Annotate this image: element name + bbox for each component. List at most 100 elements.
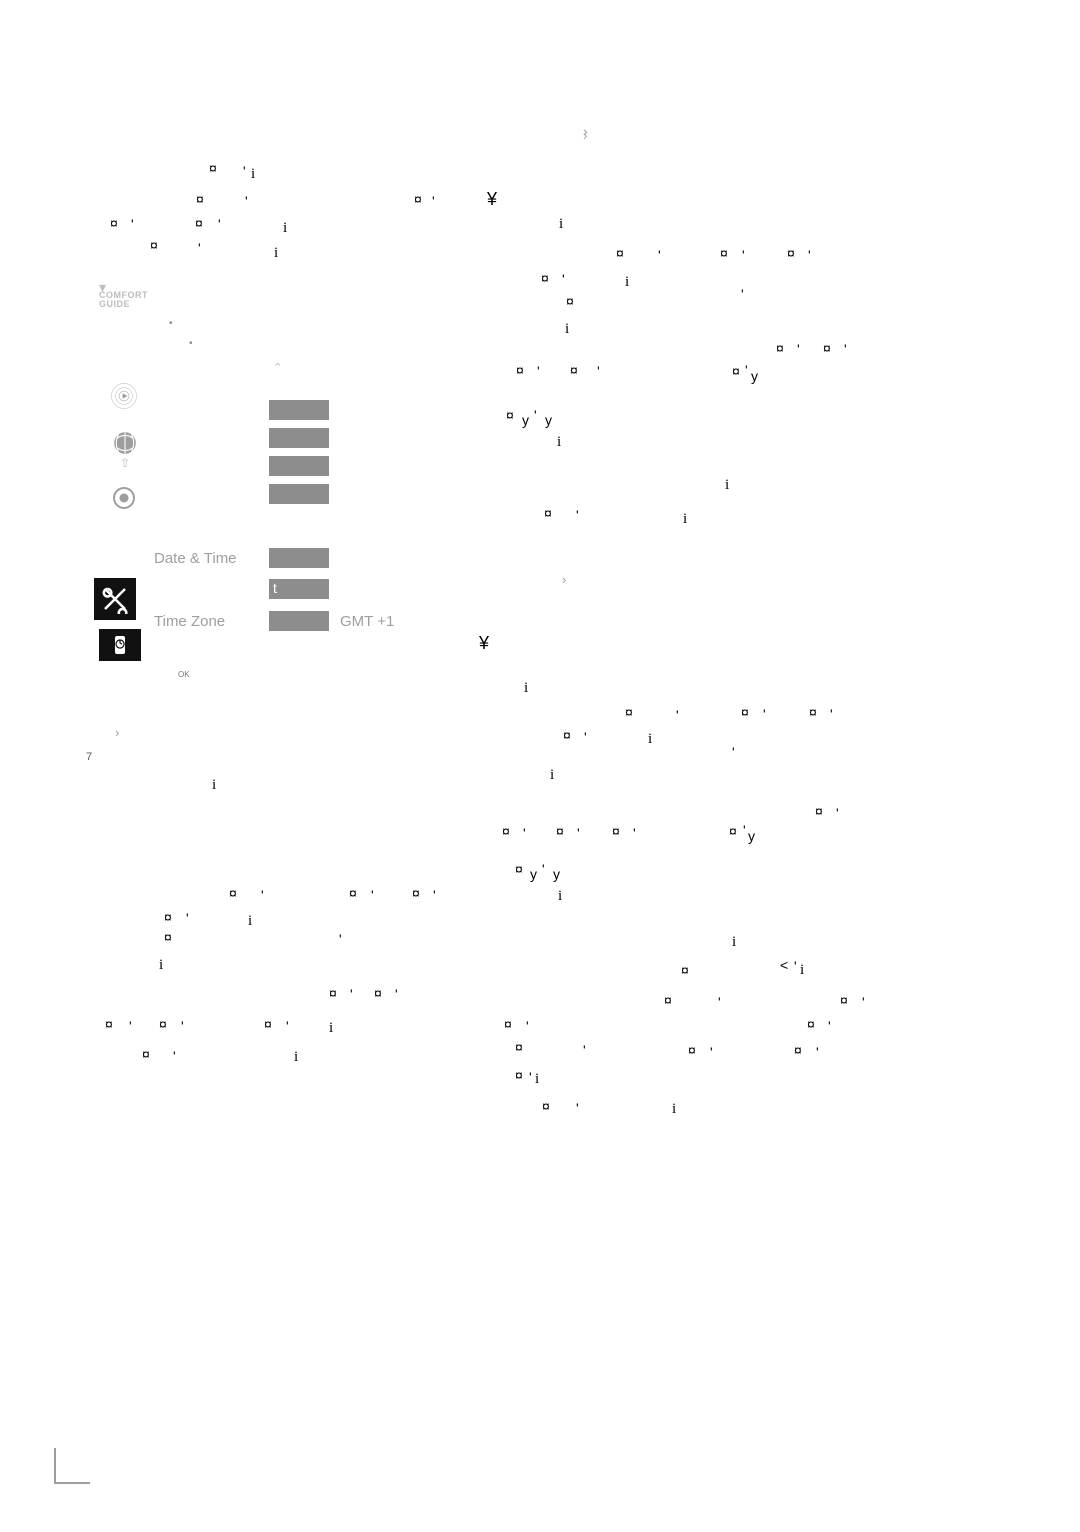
- mark-currency: ¤: [229, 885, 237, 901]
- mark-currency: ¤: [809, 704, 817, 720]
- mark-i_mark: i: [294, 1049, 298, 1066]
- mark-currency: ¤: [516, 362, 524, 378]
- mark-i_mark: i: [159, 957, 163, 974]
- mark-currency: ¤: [616, 245, 624, 261]
- mark-currency: ¤: [196, 191, 204, 207]
- mark-currency: ¤: [329, 985, 337, 1001]
- mark-currency: ¤: [563, 727, 571, 743]
- mark-tick: ': [844, 341, 847, 357]
- mark-tick: ': [763, 706, 766, 722]
- mark-currency: ¤: [625, 704, 633, 720]
- mark-i_mark: i: [800, 962, 804, 979]
- mark-currency: ¤: [566, 293, 574, 309]
- mark-arrow: ›: [115, 725, 119, 740]
- mark-tick: ': [718, 994, 721, 1010]
- mark-tick: ': [743, 822, 746, 838]
- mark-currency: ¤: [787, 245, 795, 261]
- mark-currency: ¤: [776, 340, 784, 356]
- mark-tick: ': [529, 1069, 532, 1085]
- mark-currency: ¤: [515, 1039, 523, 1055]
- time-zone-label: Time Zone: [154, 613, 225, 630]
- mark-currency: ¤: [542, 1098, 550, 1114]
- mark-i_mark: i: [565, 321, 569, 338]
- mark-currency: ¤: [374, 985, 382, 1001]
- mark-tick: ': [836, 805, 839, 821]
- mark-currency: ¤: [105, 1016, 113, 1032]
- mark-currency: ¤: [720, 245, 728, 261]
- mark-currency: ¤: [544, 505, 552, 521]
- mark-tick: ': [828, 1018, 831, 1034]
- mark-currency: ¤: [741, 704, 749, 720]
- mark-currency: ¤: [823, 340, 831, 356]
- mark-currency: ¤: [159, 1016, 167, 1032]
- mark-tick: ': [577, 825, 580, 841]
- mark-currency: ¤: [807, 1016, 815, 1032]
- mark-i_mark: i: [648, 731, 652, 748]
- mark-tick: ': [794, 958, 797, 974]
- mark-currency: ¤: [414, 191, 422, 207]
- mark-currency: ¤: [264, 1016, 272, 1032]
- mark-currency: ¤: [815, 803, 823, 819]
- comfort-label-line2: GUIDE: [99, 300, 148, 309]
- mark-tick: ': [526, 1018, 529, 1034]
- mark-tick: ': [523, 825, 526, 841]
- mark-tick: ': [286, 1018, 289, 1034]
- mark-currency: ¤: [612, 823, 620, 839]
- mark-i_mark: i: [558, 888, 562, 905]
- mark-tick: ': [181, 1018, 184, 1034]
- mark-y: y: [748, 828, 755, 844]
- mark-tick: ': [597, 363, 600, 379]
- gray-bar-stack: [269, 400, 329, 512]
- ok-glyph: OK: [178, 670, 190, 679]
- recovery-icon: [99, 629, 141, 661]
- mark-tick: ': [658, 247, 661, 263]
- gray-bar-2: [269, 428, 329, 448]
- mark-tick: ': [830, 706, 833, 722]
- mark-i_mark: i: [329, 1020, 333, 1037]
- mark-tick: ': [186, 910, 189, 926]
- mark-tick: ': [534, 407, 537, 423]
- mark-tick: ': [218, 216, 221, 232]
- mark-tick: ': [371, 887, 374, 903]
- mark-currency: ¤: [688, 1042, 696, 1058]
- mark-tick: ': [583, 1042, 586, 1058]
- mark-tick: ': [732, 744, 735, 760]
- mark-tick: ': [173, 1048, 176, 1064]
- mark-tick: ': [433, 887, 436, 903]
- mark-i_mark: i: [212, 777, 216, 794]
- mark-tick: ': [816, 1044, 819, 1060]
- mark-tick: ': [129, 1018, 132, 1034]
- mark-tick: ': [537, 363, 540, 379]
- mark-i_mark: i: [557, 434, 561, 451]
- mark-lt: <: [780, 957, 788, 973]
- mark-currency: ¤: [556, 823, 564, 839]
- dot-1: •: [169, 318, 173, 329]
- date-time-label: Date & Time: [154, 550, 237, 567]
- gray-bar-3: [269, 456, 329, 476]
- mark-tick: ': [584, 729, 587, 745]
- mark-currency: ¤: [681, 962, 689, 978]
- mark-y: y: [522, 412, 529, 428]
- mark-tick: ': [797, 341, 800, 357]
- highlight-bar[interactable]: t: [269, 579, 329, 599]
- date-time-value-bar: [269, 548, 329, 568]
- target-icon: [112, 486, 136, 510]
- mark-i_mark: i: [559, 216, 563, 233]
- mark-currency: ¤: [150, 237, 158, 253]
- mark-tick: ': [676, 707, 679, 723]
- mark-currency: ¤: [840, 992, 848, 1008]
- mark-currency: ¤: [412, 885, 420, 901]
- mark-yen: ¥: [487, 189, 497, 210]
- mark-i_mark: i: [672, 1101, 676, 1118]
- mark-tick: ': [741, 286, 744, 302]
- up-arrow-icon: ⇧: [120, 456, 130, 470]
- mark-currency: ¤: [504, 1016, 512, 1032]
- mark-y: y: [553, 866, 560, 882]
- tools-icon: [94, 578, 136, 620]
- mark-tick: ': [432, 193, 435, 209]
- globe-icon: [112, 430, 138, 456]
- mark-currency: ¤: [142, 1046, 150, 1062]
- mark-i_mark: i: [248, 913, 252, 930]
- mark-i_mark: i: [251, 166, 255, 183]
- mark-tick: ': [576, 507, 579, 523]
